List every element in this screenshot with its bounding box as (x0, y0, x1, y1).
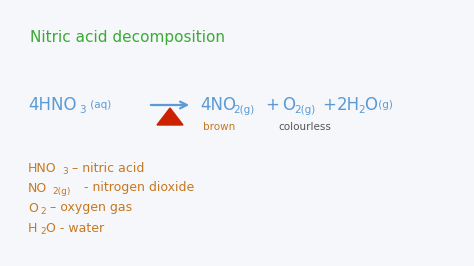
Text: Nitric acid decomposition: Nitric acid decomposition (30, 30, 225, 45)
Polygon shape (157, 108, 183, 125)
Text: 2(g): 2(g) (294, 105, 315, 115)
Text: 2: 2 (358, 105, 365, 115)
Text: 3: 3 (79, 105, 86, 115)
Text: 4NO: 4NO (200, 96, 236, 114)
Text: 2H: 2H (337, 96, 360, 114)
Text: (aq): (aq) (87, 100, 111, 110)
Text: +: + (265, 96, 279, 114)
Text: 2: 2 (40, 207, 46, 217)
Text: H: H (28, 222, 37, 235)
Text: colourless: colourless (278, 122, 331, 132)
Text: O: O (364, 96, 377, 114)
Text: 3: 3 (62, 168, 68, 177)
Text: (g): (g) (375, 100, 393, 110)
Text: 4HNO: 4HNO (28, 96, 76, 114)
Text: NO: NO (28, 181, 47, 194)
Text: 2(g): 2(g) (233, 105, 254, 115)
Text: – nitric acid: – nitric acid (68, 161, 145, 174)
Text: 2: 2 (40, 227, 46, 236)
Text: HNO: HNO (28, 161, 56, 174)
Text: brown: brown (203, 122, 235, 132)
Text: 2(g): 2(g) (52, 188, 70, 197)
Text: - nitrogen dioxide: - nitrogen dioxide (76, 181, 194, 194)
Text: O - water: O - water (46, 222, 104, 235)
Text: +: + (322, 96, 336, 114)
Text: O: O (282, 96, 295, 114)
Text: – oxygen gas: – oxygen gas (46, 202, 132, 214)
Text: O: O (28, 202, 38, 214)
